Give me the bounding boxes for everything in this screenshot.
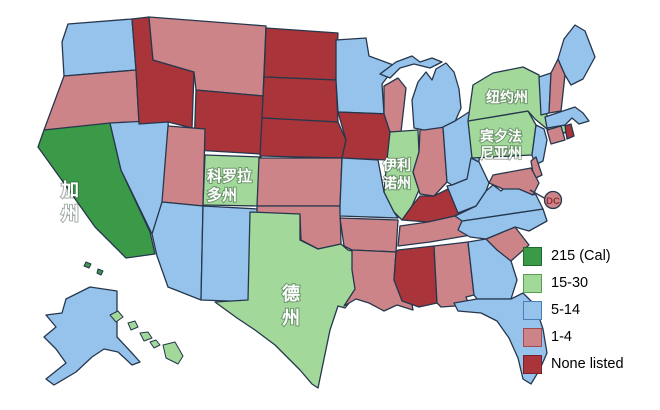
state-nebraska [259, 117, 347, 159]
state-pennsylvania [467, 110, 537, 159]
label-new-york: 纽约州 [486, 89, 528, 105]
legend-row-cal: 215 (Cal) [523, 246, 624, 266]
state-rhode-island [564, 123, 575, 140]
states-layer [37, 16, 596, 389]
state-texas [214, 211, 359, 389]
state-wisconsin [383, 77, 407, 133]
state-hawaii-island-1 [109, 310, 124, 323]
state-michigan-lower [411, 62, 462, 131]
label-california-line1: 加 [60, 180, 79, 200]
state-connecticut [546, 125, 566, 145]
dc-callout-circle [543, 190, 563, 210]
state-michigan-upper [379, 55, 443, 79]
label-illinois-line2: 诺州 [383, 175, 411, 191]
label-illinois-line1: 伊利 [382, 157, 411, 173]
label-dc: DC [546, 196, 560, 207]
state-hawaii-island-2 [127, 320, 139, 331]
legend-label-low: 1-4 [551, 329, 572, 345]
label-texas-line2: 州 [281, 308, 300, 328]
state-oregon [43, 69, 140, 131]
state-south-dakota [261, 76, 339, 123]
state-north-dakota [263, 27, 339, 81]
state-massachusetts [544, 106, 590, 129]
legend-swatch-low [523, 327, 542, 347]
state-missouri [339, 157, 399, 219]
state-utah [161, 125, 206, 207]
state-west-virginia [446, 157, 490, 214]
state-alaska [43, 286, 141, 386]
legend-label-cal: 215 (Cal) [551, 248, 611, 264]
legend-swatch-cal [523, 246, 542, 266]
label-california-line2: 州 [60, 204, 79, 224]
california-channel-island-1 [83, 261, 92, 269]
california-channel-island-2 [96, 268, 104, 276]
state-maine [557, 24, 596, 86]
labels-layer: 加 州 科罗拉 多州 德 州 伊利 诺州 纽约州 宾夕法 尼亚州 DC [59, 88, 560, 329]
legend-label-none: None listed [551, 356, 624, 372]
label-pennsylvania-line2: 尼亚州 [480, 145, 522, 161]
label-colorado-line1: 科罗拉 [207, 167, 252, 185]
state-arizona [151, 201, 204, 301]
state-alabama [433, 241, 475, 308]
legend-row-high: 15-30 [523, 273, 624, 293]
state-washington [61, 18, 137, 77]
legend-row-low: 1-4 [523, 327, 624, 347]
state-hawaii-big-island [162, 341, 184, 365]
label-texas-line1: 德 [282, 283, 300, 304]
label-pennsylvania-line1: 宾夕法 [480, 128, 522, 144]
state-mississippi [393, 245, 438, 308]
legend-label-mid: 5-14 [551, 302, 581, 318]
legend-swatch-mid [523, 300, 542, 320]
state-new-hampshire [548, 58, 566, 114]
state-hawaii-island-4 [149, 339, 161, 349]
state-arkansas [339, 217, 399, 253]
legend: 215 (Cal) 15-30 5-14 1-4 None listed [523, 246, 624, 374]
state-maryland [488, 167, 540, 196]
state-hawaii-island-3 [139, 331, 153, 342]
legend-swatch-high [523, 273, 542, 293]
dc-leader-line [529, 189, 547, 200]
state-minnesota [335, 37, 397, 115]
legend-swatch-none [523, 354, 542, 374]
state-kansas [256, 157, 343, 207]
label-colorado-line2: 多州 [207, 186, 237, 204]
legend-row-mid: 5-14 [523, 300, 624, 320]
legend-label-high: 15-30 [551, 275, 589, 291]
legend-row-none: None listed [523, 354, 624, 374]
